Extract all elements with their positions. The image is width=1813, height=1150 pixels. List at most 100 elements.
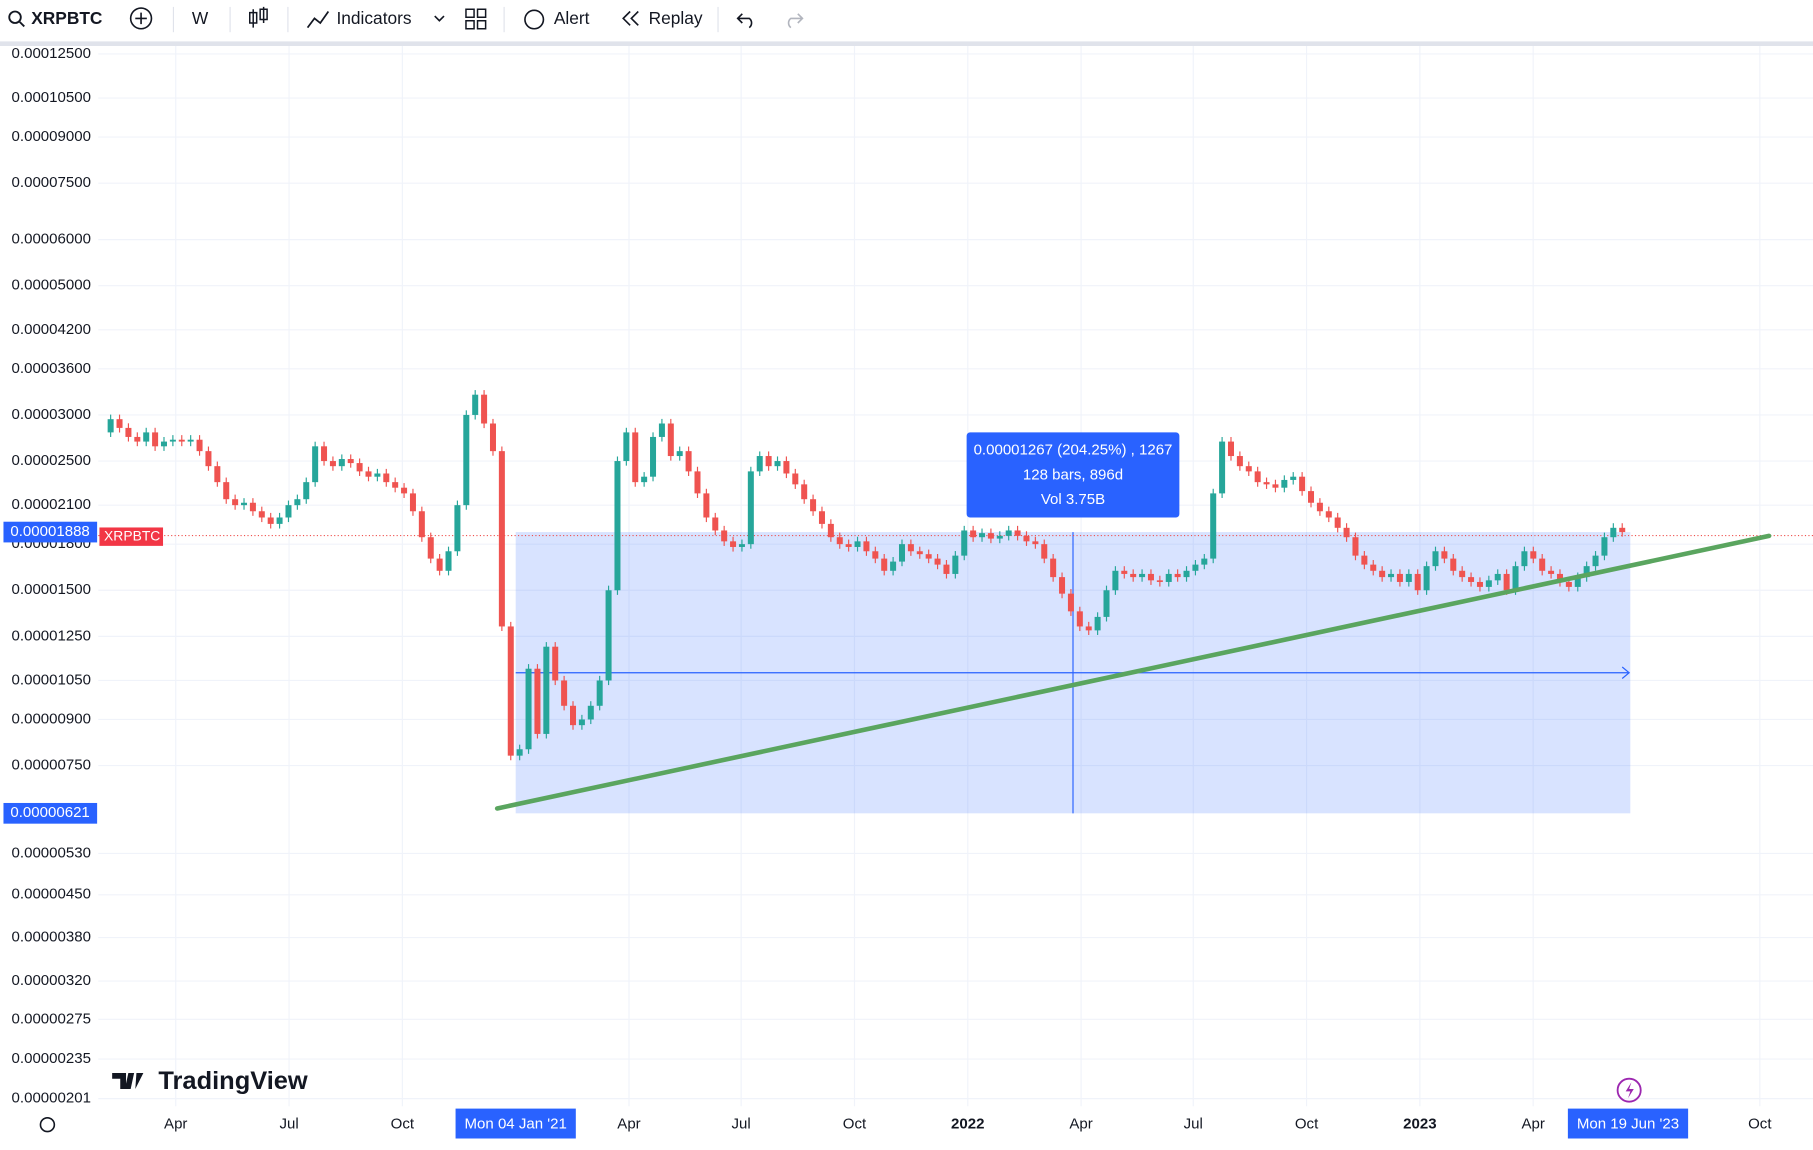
search-icon[interactable]	[8, 10, 22, 24]
candle	[1290, 476, 1297, 480]
candle	[365, 471, 372, 477]
candle	[987, 533, 994, 539]
candle	[881, 558, 888, 571]
candle	[1521, 551, 1528, 567]
candle	[1503, 573, 1510, 591]
candle	[827, 523, 834, 538]
chart-type[interactable]	[248, 6, 268, 28]
price-tick-label: 0.00002500	[12, 452, 91, 469]
candle	[143, 432, 150, 442]
replay-icon	[622, 10, 639, 26]
candle	[347, 459, 354, 464]
candle	[116, 419, 123, 428]
candle	[525, 668, 532, 750]
measure-tooltip	[966, 432, 1180, 518]
candle	[1192, 564, 1199, 571]
candle	[543, 646, 550, 734]
price-tick-label: 0.00000275	[12, 1010, 91, 1027]
redo[interactable]	[787, 13, 804, 29]
time-highlight	[1567, 1108, 1689, 1139]
candle	[427, 537, 434, 559]
candle	[641, 476, 648, 483]
candle	[783, 461, 790, 474]
candle	[623, 432, 630, 462]
add-symbol-icon	[135, 12, 147, 25]
price-tick-label: 0.00005000	[12, 277, 91, 294]
candle	[1619, 527, 1626, 533]
candle	[1219, 441, 1226, 494]
search-icon	[19, 21, 25, 28]
candle	[756, 456, 763, 472]
time-label: Oct	[391, 1116, 415, 1133]
candle	[952, 555, 959, 574]
logo-mark	[112, 1072, 144, 1090]
candle	[1476, 581, 1483, 587]
candle	[303, 482, 310, 500]
candle	[1227, 441, 1234, 457]
candle	[890, 561, 897, 571]
candle	[1085, 626, 1092, 631]
candle	[810, 499, 817, 512]
price-tick-label: 0.00007500	[12, 174, 91, 191]
symbol[interactable]: XRPBTC	[31, 8, 102, 28]
candle	[187, 439, 194, 442]
price-tick-label: 0.00000450	[12, 886, 91, 903]
time-label: 2023	[1403, 1116, 1436, 1133]
price-tick-label: 0.00003600	[12, 360, 91, 377]
candle	[1094, 616, 1101, 631]
candle	[160, 441, 167, 447]
candle	[1565, 581, 1572, 587]
candle	[943, 564, 950, 574]
candle	[1441, 551, 1448, 559]
candle	[1396, 573, 1403, 582]
candle	[205, 451, 212, 467]
candle	[223, 482, 230, 500]
candle	[552, 646, 559, 681]
candle	[1174, 573, 1181, 578]
time-label: Jul	[279, 1116, 298, 1133]
candle	[383, 473, 390, 483]
interval[interactable]: W	[192, 8, 209, 28]
candle	[1352, 537, 1359, 556]
candle	[1299, 476, 1306, 492]
candle	[801, 484, 808, 500]
price-tick-label: 0.00002100	[12, 496, 91, 513]
candle	[1530, 551, 1537, 559]
add-symbol[interactable]	[129, 7, 153, 30]
candle	[1556, 573, 1563, 582]
candle	[1414, 573, 1421, 591]
time-label: Oct	[1748, 1116, 1772, 1133]
price-tick-label: 0.00000530	[12, 844, 91, 861]
time-label: Jul	[732, 1116, 751, 1133]
dropdown[interactable]	[434, 15, 445, 22]
undo[interactable]	[736, 13, 753, 29]
candle	[463, 414, 470, 506]
logo-text: TradingView	[158, 1067, 308, 1095]
candle	[1032, 541, 1039, 545]
indicators-button[interactable]: Indicators	[336, 8, 411, 28]
trend-line[interactable]	[494, 533, 1772, 811]
candle	[454, 505, 461, 552]
candle	[1325, 511, 1332, 518]
candle	[1041, 544, 1048, 559]
candle	[836, 537, 843, 545]
time-highlight	[455, 1108, 576, 1139]
measure-arrow	[1621, 666, 1631, 679]
events-icon[interactable]	[1616, 1077, 1642, 1103]
settings[interactable]	[39, 1116, 56, 1133]
candle	[907, 544, 914, 552]
alert-button[interactable]: Alert	[554, 8, 590, 28]
candle	[747, 471, 754, 545]
candle	[863, 541, 870, 552]
candle	[721, 530, 728, 542]
candle	[1574, 577, 1581, 587]
candle	[285, 505, 292, 518]
candle	[578, 719, 585, 726]
indicators-icon	[306, 11, 330, 29]
candle	[1067, 593, 1074, 612]
layouts[interactable]	[465, 8, 487, 30]
price-label-bg	[3, 802, 98, 824]
candle	[516, 749, 523, 756]
replay-button[interactable]: Replay	[649, 8, 703, 28]
candle	[676, 451, 683, 457]
